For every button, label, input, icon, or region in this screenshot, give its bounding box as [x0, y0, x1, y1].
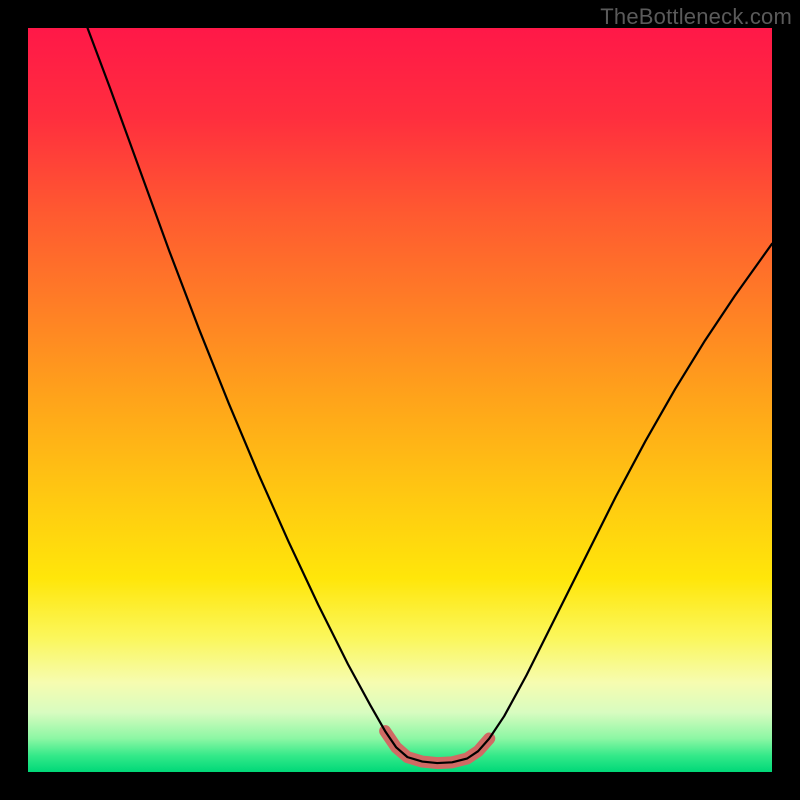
highlight-segment	[385, 731, 489, 763]
bottleneck-curve	[88, 28, 772, 763]
curves-layer	[28, 28, 772, 772]
plot-area	[28, 28, 772, 772]
chart-container: TheBottleneck.com	[0, 0, 800, 800]
watermark-text: TheBottleneck.com	[600, 4, 792, 30]
